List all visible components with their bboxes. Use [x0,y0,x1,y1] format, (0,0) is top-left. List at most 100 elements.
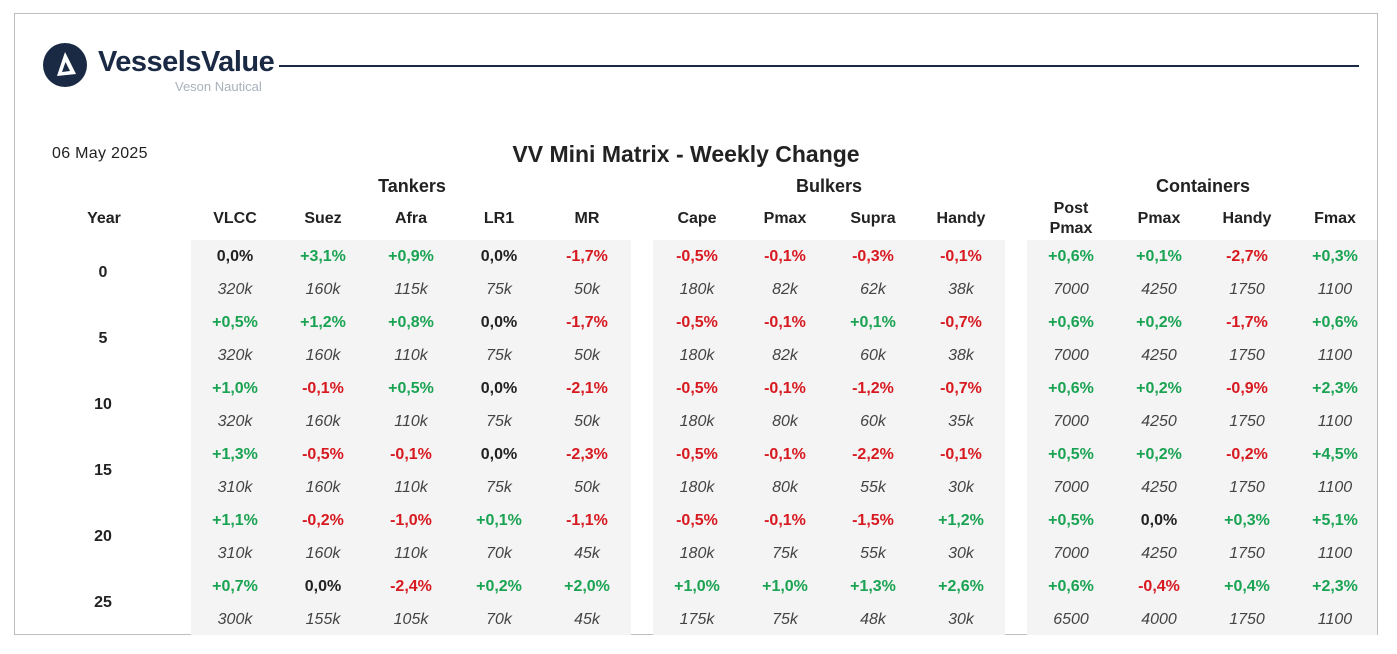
brand-subtitle: Veson Nautical [175,79,262,94]
vessel-size-cell: 50k [574,347,600,364]
vessel-size-cell: 50k [574,413,600,430]
vessel-size-cell: 180k [679,545,715,562]
vessel-size-cell: 75k [486,281,512,298]
vessel-size-cell: 75k [486,347,512,364]
vessel-size-cell: 80k [772,479,798,496]
year-label: 20 [94,528,112,545]
column-header-tankers-lr1: LR1 [483,210,515,227]
vessel-size-cell: 4250 [1141,479,1177,496]
vessel-size-cell: 110k [394,479,428,496]
vessel-size-cell: 6500 [1053,611,1089,628]
pct-change-cell: 0,0% [480,380,518,397]
pct-change-cell: -1,0% [390,512,432,529]
pct-change-cell: -0,1% [764,248,806,265]
vesselsvalue-logo-icon [43,43,87,87]
pct-change-cell: +0,5% [1048,512,1094,529]
pct-change-cell: -0,3% [852,248,894,265]
vessel-size-cell: 320k [217,413,253,430]
page-title: VV Mini Matrix - Weekly Change [512,141,860,167]
pct-change-cell: +1,2% [938,512,984,529]
group-bulkers: Bulkers [795,176,863,196]
vessel-size-cell: 4250 [1141,281,1177,298]
vessel-size-cell: 160k [305,347,341,364]
pct-change-cell: -1,7% [566,248,608,265]
vessel-size-cell: 7000 [1053,413,1089,430]
vessel-size-cell: 180k [679,479,715,496]
pct-change-cell: +0,5% [212,314,258,331]
vessel-size-cell: 180k [679,347,715,364]
pct-change-cell: +1,0% [674,578,720,595]
pct-change-cell: +2,0% [564,578,610,595]
pct-change-cell: +1,1% [212,512,258,529]
pct-change-cell: -1,7% [566,314,608,331]
vessel-size-cell: 320k [217,281,253,298]
tankers-panel [191,240,631,635]
pct-change-cell: +0,8% [388,314,434,331]
pct-change-cell: -1,7% [1226,314,1268,331]
pct-change-cell: -0,5% [302,446,344,463]
pct-change-cell: -0,1% [390,446,432,463]
pct-change-cell: -2,4% [390,578,432,595]
pct-change-cell: -0,5% [676,248,718,265]
pct-change-cell: -0,1% [764,512,806,529]
column-header-bulkers-handy: Handy [936,210,986,227]
pct-change-cell: +1,3% [212,446,258,463]
pct-change-cell: +0,6% [1048,314,1094,331]
pct-change-cell: -1,5% [852,512,894,529]
pct-change-cell: 0,0% [216,248,254,265]
pct-change-cell: +0,4% [1224,578,1270,595]
vessel-size-cell: 160k [305,413,341,430]
pct-change-cell: +0,3% [1312,248,1358,265]
pct-change-cell: -0,1% [764,446,806,463]
vessel-size-cell: 105k [393,611,429,628]
vessel-size-cell: 1100 [1317,479,1353,496]
pct-change-cell: +0,2% [476,578,522,595]
bulkers-panel [653,240,1005,635]
brand-name: VesselsValue [98,46,275,78]
pct-change-cell: +2,3% [1312,380,1358,397]
year-label: 10 [94,396,112,413]
vessel-size-cell: 62k [860,281,886,298]
vessel-size-cell: 300k [217,611,253,628]
vessel-size-cell: 1100 [1317,611,1353,628]
pct-change-cell: 0,0% [1140,512,1178,529]
vessel-size-cell: 60k [860,413,886,430]
vessel-size-cell: 180k [679,281,715,298]
pct-change-cell: 0,0% [480,248,518,265]
column-header-bulkers-pmax: Pmax [763,210,807,227]
vessel-size-cell: 82k [772,347,798,364]
pct-change-cell: +1,2% [300,314,346,331]
pct-change-cell: +4,5% [1312,446,1358,463]
column-header-containers-fmax: Fmax [1314,210,1356,227]
vessel-size-cell: 50k [574,281,600,298]
vessel-size-cell: 55k [860,479,886,496]
pct-change-cell: +2,3% [1312,578,1358,595]
vessel-size-cell: 30k [948,545,974,562]
pct-change-cell: +0,5% [1048,446,1094,463]
vessel-size-cell: 160k [305,281,341,298]
pct-change-cell: 0,0% [480,446,518,463]
pct-change-cell: -0,1% [764,314,806,331]
pct-change-cell: 0,0% [480,314,518,331]
column-header-bulkers-supra: Supra [850,210,896,227]
pct-change-cell: +1,3% [850,578,896,595]
pct-change-cell: -2,1% [566,380,608,397]
vessel-size-cell: 7000 [1053,479,1089,496]
pct-change-cell: +5,1% [1312,512,1358,529]
vessel-size-cell: 1750 [1229,545,1265,562]
vessel-size-cell: 75k [486,479,512,496]
vessel-size-cell: 80k [772,413,798,430]
vessel-size-cell: 1750 [1229,347,1265,364]
vessel-size-cell: 1750 [1229,611,1265,628]
pct-change-cell: -0,1% [764,380,806,397]
pct-change-cell: -1,2% [852,380,894,397]
vessel-size-cell: 4250 [1141,545,1177,562]
pct-change-cell: +0,7% [212,578,258,595]
vessel-size-cell: 45k [574,545,600,562]
pct-change-cell: +0,5% [388,380,434,397]
vessel-size-cell: 310k [217,479,253,496]
year-label: 0 [98,264,108,281]
pct-change-cell: +0,1% [1136,248,1182,265]
vessel-size-cell: 160k [305,545,341,562]
pct-change-cell: +3,1% [300,248,346,265]
